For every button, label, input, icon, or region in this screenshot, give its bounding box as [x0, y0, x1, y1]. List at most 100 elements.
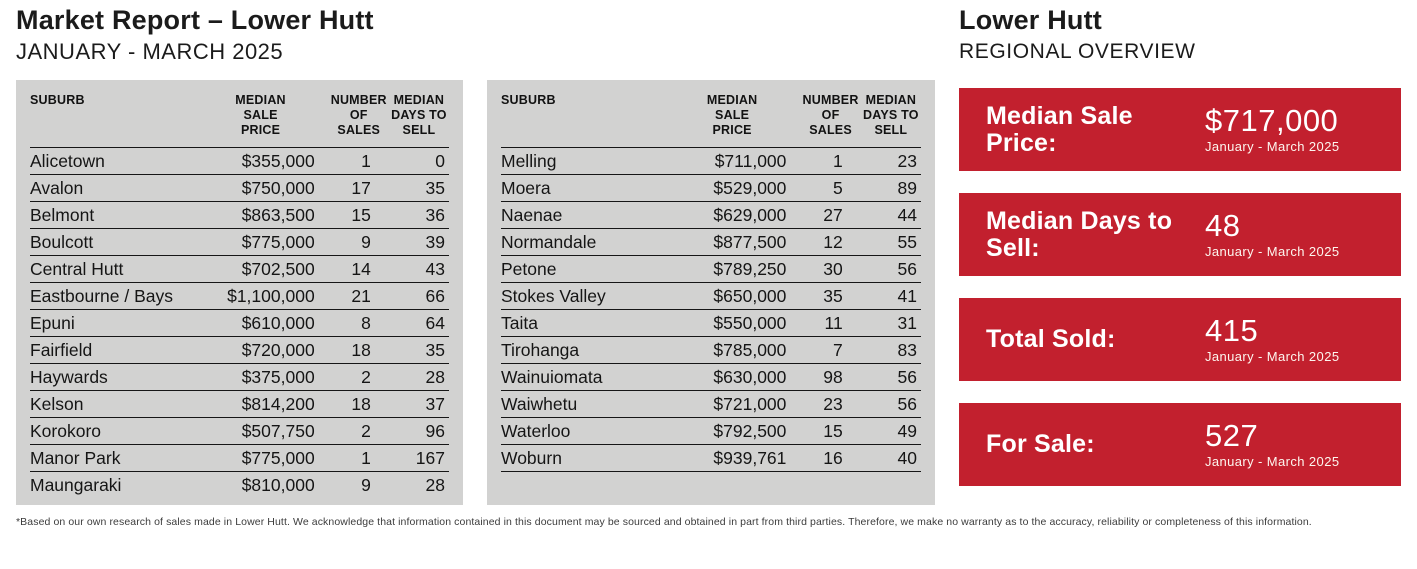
table-row: Petone $789,250 30 56	[501, 255, 921, 283]
table-row: Kelson $814,200 18 37	[30, 390, 449, 418]
number-of-sales-cell: 7	[832, 340, 843, 360]
number-of-sales-cell: 16	[823, 448, 843, 468]
stat-card: Median Days to Sell: 48 January - March …	[959, 193, 1401, 276]
median-days-to-sell-cell: 55	[897, 232, 917, 252]
median-sale-price-cell: $550,000	[713, 313, 787, 333]
table-row: Tirohanga $785,000 7 83	[501, 336, 921, 364]
median-sale-price-cell: $702,500	[241, 259, 315, 279]
table-row: Belmont $863,500 15 36	[30, 201, 449, 229]
suburb-cell: Normandale	[501, 232, 597, 252]
median-days-to-sell-cell: 66	[425, 286, 445, 306]
report-header: Market Report – Lower Hutt JANUARY - MAR…	[16, 5, 374, 65]
stat-card: Total Sold: 415 January - March 2025	[959, 298, 1401, 381]
column-header-median-days-to-sell: MEDIAN DAYS TO SELL	[391, 93, 447, 137]
number-of-sales-cell: 27	[823, 205, 843, 225]
median-days-to-sell-cell: 0	[435, 151, 445, 171]
table-row: Manor Park $775,000 1 167	[30, 444, 449, 472]
column-header-number-of-sales: NUMBER OF SALES	[802, 93, 859, 137]
stat-value-block: 415 January - March 2025	[1205, 313, 1340, 365]
column-header-number-of-sales: NUMBER OF SALES	[330, 93, 387, 137]
number-of-sales-cell: 9	[361, 475, 371, 495]
number-of-sales-cell: 98	[823, 367, 843, 387]
column-header-median-sale-price: MEDIAN SALE PRICE	[235, 93, 286, 137]
number-of-sales-cell: 1	[361, 448, 371, 468]
median-sale-price-cell: $711,000	[714, 151, 787, 171]
suburb-table-panel-right: SUBURB MEDIAN SALE PRICE NUMBER OF SALES…	[487, 80, 935, 505]
suburb-cell: Alicetown	[30, 151, 105, 171]
median-sale-price-cell: $785,000	[713, 340, 787, 360]
median-days-to-sell-cell: 167	[415, 448, 445, 468]
stat-card: Median Sale Price: $717,000 January - Ma…	[959, 88, 1401, 171]
number-of-sales-cell: 18	[351, 340, 371, 360]
table-row: Alicetown $355,000 1 0	[30, 147, 449, 175]
stat-period: January - March 2025	[1205, 349, 1340, 364]
median-sale-price-cell: $750,000	[241, 178, 315, 198]
median-sale-price-cell: $789,250	[713, 259, 787, 279]
table-row: Avalon $750,000 17 35	[30, 174, 449, 202]
suburb-cell: Moera	[501, 178, 551, 198]
stat-period: January - March 2025	[1205, 244, 1340, 259]
median-days-to-sell-cell: 43	[425, 259, 445, 279]
table-row: Naenae $629,000 27 44	[501, 201, 921, 229]
median-sale-price-cell: $610,000	[241, 313, 315, 333]
table-row: Stokes Valley $650,000 35 41	[501, 282, 921, 310]
median-days-to-sell-cell: 56	[897, 259, 917, 279]
median-sale-price-cell: $877,500	[713, 232, 787, 252]
median-days-to-sell-cell: 41	[897, 286, 917, 306]
number-of-sales-cell: 1	[361, 151, 371, 171]
number-of-sales-cell: 1	[832, 151, 843, 171]
number-of-sales-cell: 2	[361, 421, 371, 441]
table-row: Melling $711,000 1 23	[501, 147, 921, 175]
table-header-row: SUBURB MEDIAN SALE PRICE NUMBER OF SALES…	[501, 80, 921, 148]
median-days-to-sell-cell: 49	[897, 421, 917, 441]
suburb-cell: Epuni	[30, 313, 75, 333]
suburb-cell: Haywards	[30, 367, 108, 387]
table-row: Woburn $939,761 16 40	[501, 444, 921, 472]
suburb-cell: Taita	[501, 313, 538, 333]
table-row: Wainuiomata $630,000 98 56	[501, 363, 921, 391]
median-days-to-sell-cell: 36	[425, 205, 445, 225]
stat-label: Total Sold:	[986, 325, 1116, 353]
stat-value-block: 48 January - March 2025	[1205, 210, 1340, 260]
median-days-to-sell-cell: 40	[897, 448, 917, 468]
suburb-cell: Tirohanga	[501, 340, 580, 360]
table-row: Central Hutt $702,500 14 43	[30, 255, 449, 283]
stat-label: Median Days to Sell:	[986, 206, 1173, 262]
median-sale-price-cell: $775,000	[241, 448, 315, 468]
median-days-to-sell-cell: 28	[425, 367, 445, 387]
median-days-to-sell-cell: 35	[425, 178, 445, 198]
median-days-to-sell-cell: 56	[897, 367, 917, 387]
table-row: Moera $529,000 5 89	[501, 174, 921, 202]
suburb-cell: Wainuiomata	[501, 367, 603, 387]
stat-value-block: 527 January - March 2025	[1205, 418, 1340, 470]
overview-title: Lower Hutt	[959, 5, 1102, 35]
suburb-cell: Kelson	[30, 394, 84, 414]
stat-value: 527	[1205, 418, 1259, 453]
column-header-median-days-to-sell: MEDIAN DAYS TO SELL	[863, 93, 919, 137]
median-sale-price-cell: $810,000	[241, 475, 315, 495]
suburb-cell: Woburn	[501, 448, 562, 468]
suburb-table-right: SUBURB MEDIAN SALE PRICE NUMBER OF SALES…	[501, 80, 921, 472]
table-body: Melling $711,000 1 23 Moera $529,000 5 8…	[501, 147, 921, 472]
median-days-to-sell-cell: 31	[897, 313, 917, 333]
median-days-to-sell-cell: 35	[425, 340, 445, 360]
overview-stat-cards: Median Sale Price: $717,000 January - Ma…	[959, 88, 1401, 508]
table-row: Maungaraki $810,000 9 28	[30, 471, 449, 499]
stat-value: 415	[1205, 313, 1259, 348]
suburb-cell: Petone	[501, 259, 557, 279]
page-subtitle: JANUARY - MARCH 2025	[16, 39, 284, 64]
overview-subtitle: REGIONAL OVERVIEW	[959, 40, 1196, 63]
table-row: Taita $550,000 11 31	[501, 309, 921, 337]
median-sale-price-cell: $375,000	[241, 367, 315, 387]
median-sale-price-cell: $775,000	[241, 232, 315, 252]
suburb-table-panel-left: SUBURB MEDIAN SALE PRICE NUMBER OF SALES…	[16, 80, 463, 505]
table-body: Alicetown $355,000 1 0 Avalon $750,000 1…	[30, 147, 449, 499]
median-sale-price-cell: $529,000	[713, 178, 787, 198]
number-of-sales-cell: 15	[351, 205, 371, 225]
stat-period: January - March 2025	[1205, 454, 1340, 469]
number-of-sales-cell: 9	[361, 232, 371, 252]
stat-value: $717,000	[1205, 103, 1339, 138]
number-of-sales-cell: 21	[351, 286, 371, 306]
median-sale-price-cell: $792,500	[713, 421, 787, 441]
column-header-median-sale-price: MEDIAN SALE PRICE	[706, 93, 758, 137]
